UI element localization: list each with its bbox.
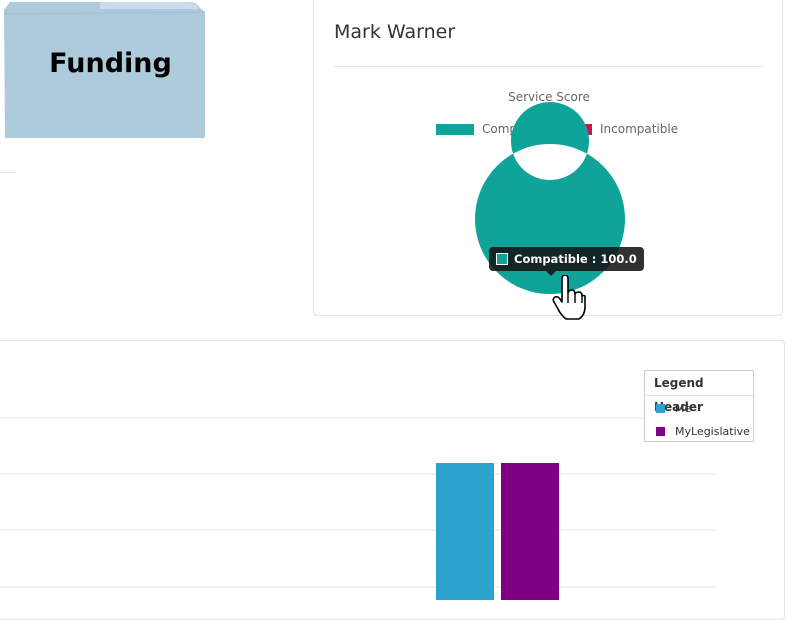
legend-label-mylegislative: MyLegislative (675, 425, 750, 438)
bar-me (436, 463, 494, 600)
service-score-donut (474, 102, 625, 294)
tooltip-swatch (496, 253, 508, 265)
legend-item-me[interactable]: Me (645, 398, 753, 419)
profile-card: Mark Warner Service Score Compatible Inc… (313, 0, 783, 320)
profile-name: Mark Warner (334, 21, 456, 43)
legend-swatch-me (656, 404, 665, 413)
tooltip-caret (546, 271, 556, 276)
folder-icon (3, 2, 206, 138)
chart-tooltip: Compatible : 100.0 (489, 247, 644, 271)
card-divider (334, 66, 764, 67)
bar-mylegislative (501, 463, 559, 600)
legend-label-me: Me (675, 402, 692, 415)
bar-legend: Legend Header Me MyLegislative (644, 370, 754, 442)
hand-cursor-icon (552, 275, 586, 320)
legend-item-mylegislative[interactable]: MyLegislative (645, 421, 753, 442)
donut-slice-compatible (474, 102, 625, 294)
folder-label: Funding (49, 48, 172, 79)
chart-title: Service Score (508, 90, 590, 104)
tooltip-text: Compatible : 100.0 (514, 252, 637, 266)
bar-chart (0, 417, 716, 600)
legend-header: Legend Header (645, 371, 753, 414)
legend-label-incompatible: Incompatible (600, 122, 679, 136)
legend-swatch-compatible (436, 123, 474, 135)
funding-folder[interactable]: Funding (0, 0, 210, 145)
divider (0, 172, 16, 173)
legend-swatch-mylegislative (656, 427, 665, 436)
